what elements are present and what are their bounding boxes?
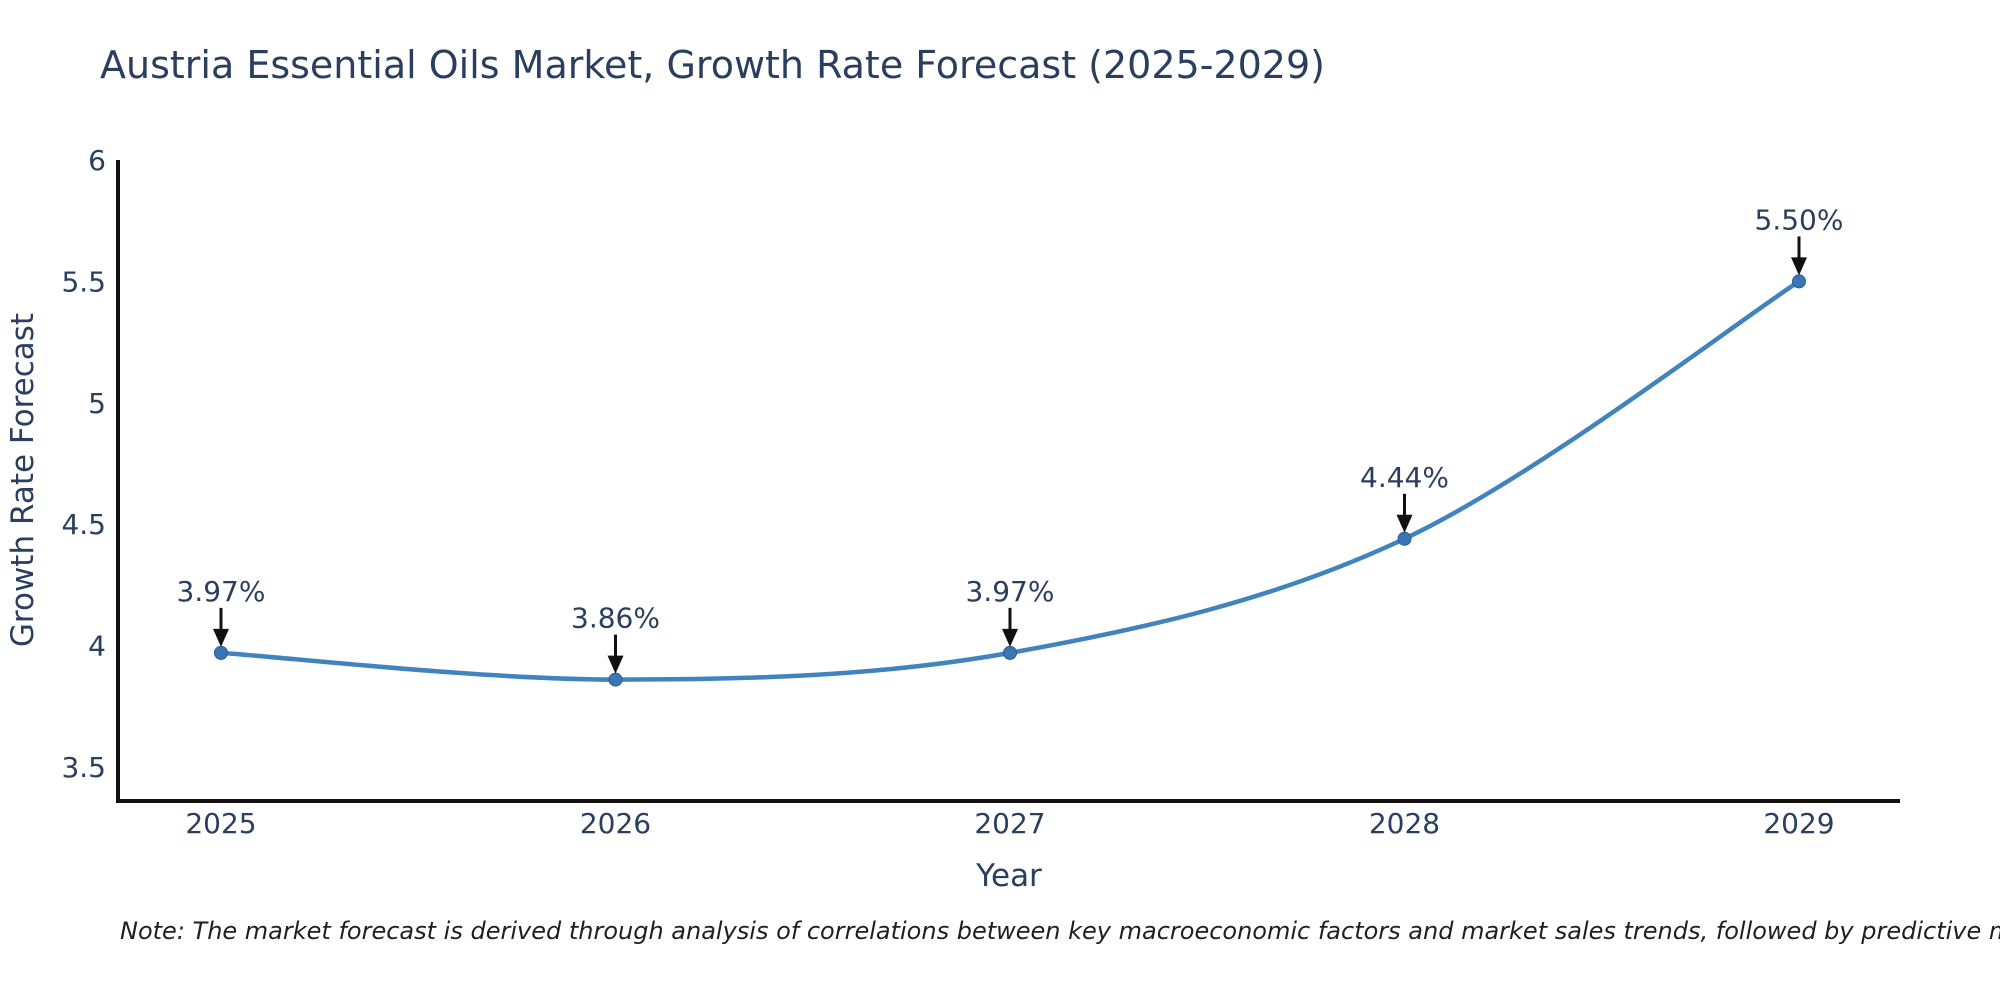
x-axis-tick-label: 2027: [974, 807, 1045, 840]
chart-title: Austria Essential Oils Market, Growth Ra…: [100, 43, 1325, 87]
annotation-label-2028: 4.44%: [1360, 461, 1449, 494]
trend-line: [218, 279, 1802, 682]
chart-footnote: Note: The market forecast is derived thr…: [120, 917, 2000, 945]
annotation-arrow-head-2027: [1002, 628, 1018, 647]
y-axis-tick-label: 6: [88, 144, 106, 177]
y-axis-tick-label: 5.5: [61, 265, 106, 298]
y-axis-tick-label: 3.5: [61, 751, 106, 784]
x-axis-tick-label: 2028: [1369, 807, 1440, 840]
x-axis-tick-label: 2025: [185, 807, 256, 840]
annotation-label-2025: 3.97%: [177, 575, 266, 608]
data-point-marker-2027: [1003, 645, 1017, 660]
annotation-label-2029: 5.50%: [1755, 203, 1844, 236]
x-axis-title: Year: [975, 858, 1042, 894]
y-axis-title: Growth Rate Forecast: [5, 313, 41, 647]
y-axis-tick-label: 4.5: [61, 508, 106, 541]
annotation-label-2027: 3.97%: [966, 575, 1055, 608]
x-axis-tick-label: 2026: [580, 807, 651, 840]
data-point-marker-2028: [1397, 531, 1412, 546]
annotation-arrow-head-2026: [607, 655, 624, 674]
x-axis-tick-label: 2029: [1763, 807, 1834, 840]
axis-spines: [116, 160, 1900, 803]
annotation-label-2026: 3.86%: [571, 602, 660, 635]
y-axis-tick-label: 5: [88, 387, 106, 420]
data-point-marker-2026: [608, 672, 623, 687]
annotation-arrow-head-2029: [1791, 257, 1807, 276]
annotation-arrow-head-2025: [213, 628, 229, 647]
data-point-marker-2025: [214, 645, 228, 660]
y-axis-tick-label: 4: [88, 630, 106, 663]
annotation-arrow-head-2028: [1396, 514, 1413, 533]
data-point-marker-2029: [1792, 274, 1806, 289]
